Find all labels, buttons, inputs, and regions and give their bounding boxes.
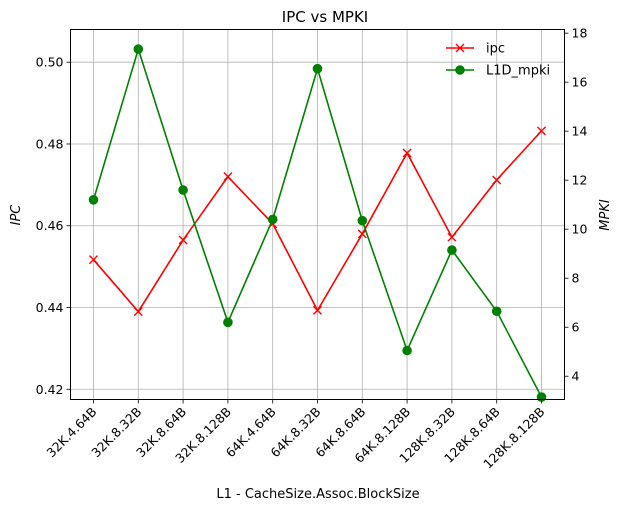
data-point-marker (313, 305, 322, 315)
right-y-tick-label: 4 (572, 369, 580, 384)
left-axis-title: IPC (9, 204, 24, 226)
data-point-marker (357, 229, 367, 239)
legend-label: L1D_mpki (486, 64, 550, 79)
data-point-marker (447, 232, 457, 242)
data-point-marker (223, 317, 233, 328)
data-point-marker (357, 215, 368, 226)
data-point-marker (267, 214, 278, 225)
legend-entry-ipc: ipc (446, 42, 505, 57)
data-point-marker (491, 306, 502, 317)
data-point-marker (455, 65, 465, 75)
left-y-tick-label: 0.44 (36, 300, 64, 315)
data-point-marker (178, 185, 188, 195)
data-point-marker (88, 194, 99, 205)
data-point-marker (133, 44, 144, 54)
data-point-marker (89, 255, 98, 265)
data-point-marker (447, 245, 457, 255)
data-point-marker (402, 345, 412, 356)
right-y-tick-label: 8 (572, 271, 580, 286)
x-axis-title: L1 - CacheSize.Assoc.BlockSize (216, 487, 419, 502)
data-point-marker (133, 307, 143, 317)
series-ipc (89, 126, 546, 317)
right-y-tick-label: 14 (572, 124, 588, 139)
data-point-marker (455, 43, 465, 53)
left-y-tick-label: 0.50 (36, 55, 64, 70)
right-y-tick-label: 6 (572, 320, 580, 335)
right-y-tick-label: 10 (572, 222, 588, 237)
chart-title: IPC vs MPKI (282, 8, 368, 26)
data-point-marker (492, 175, 502, 185)
legend: ipc L1D_mpki (446, 42, 550, 79)
right-y-tick-label: 16 (572, 75, 588, 90)
grid (70, 29, 565, 400)
data-point-marker (402, 148, 412, 158)
data-point-marker (537, 126, 546, 136)
legend-entry-L1D_mpki: L1D_mpki (446, 64, 550, 79)
right-y-tick-label: 18 (572, 26, 588, 41)
legend-label: ipc (486, 42, 505, 57)
left-y-tick-label: 0.46 (36, 218, 64, 233)
data-point-marker (223, 172, 233, 182)
left-y-tick-label: 0.42 (36, 382, 64, 397)
right-y-tick-label: 12 (572, 173, 588, 188)
data-point-marker (178, 235, 188, 245)
right-axis-title: MPKI (598, 199, 613, 231)
data-point-marker (312, 63, 323, 74)
left-y-tick-label: 0.48 (36, 136, 64, 151)
